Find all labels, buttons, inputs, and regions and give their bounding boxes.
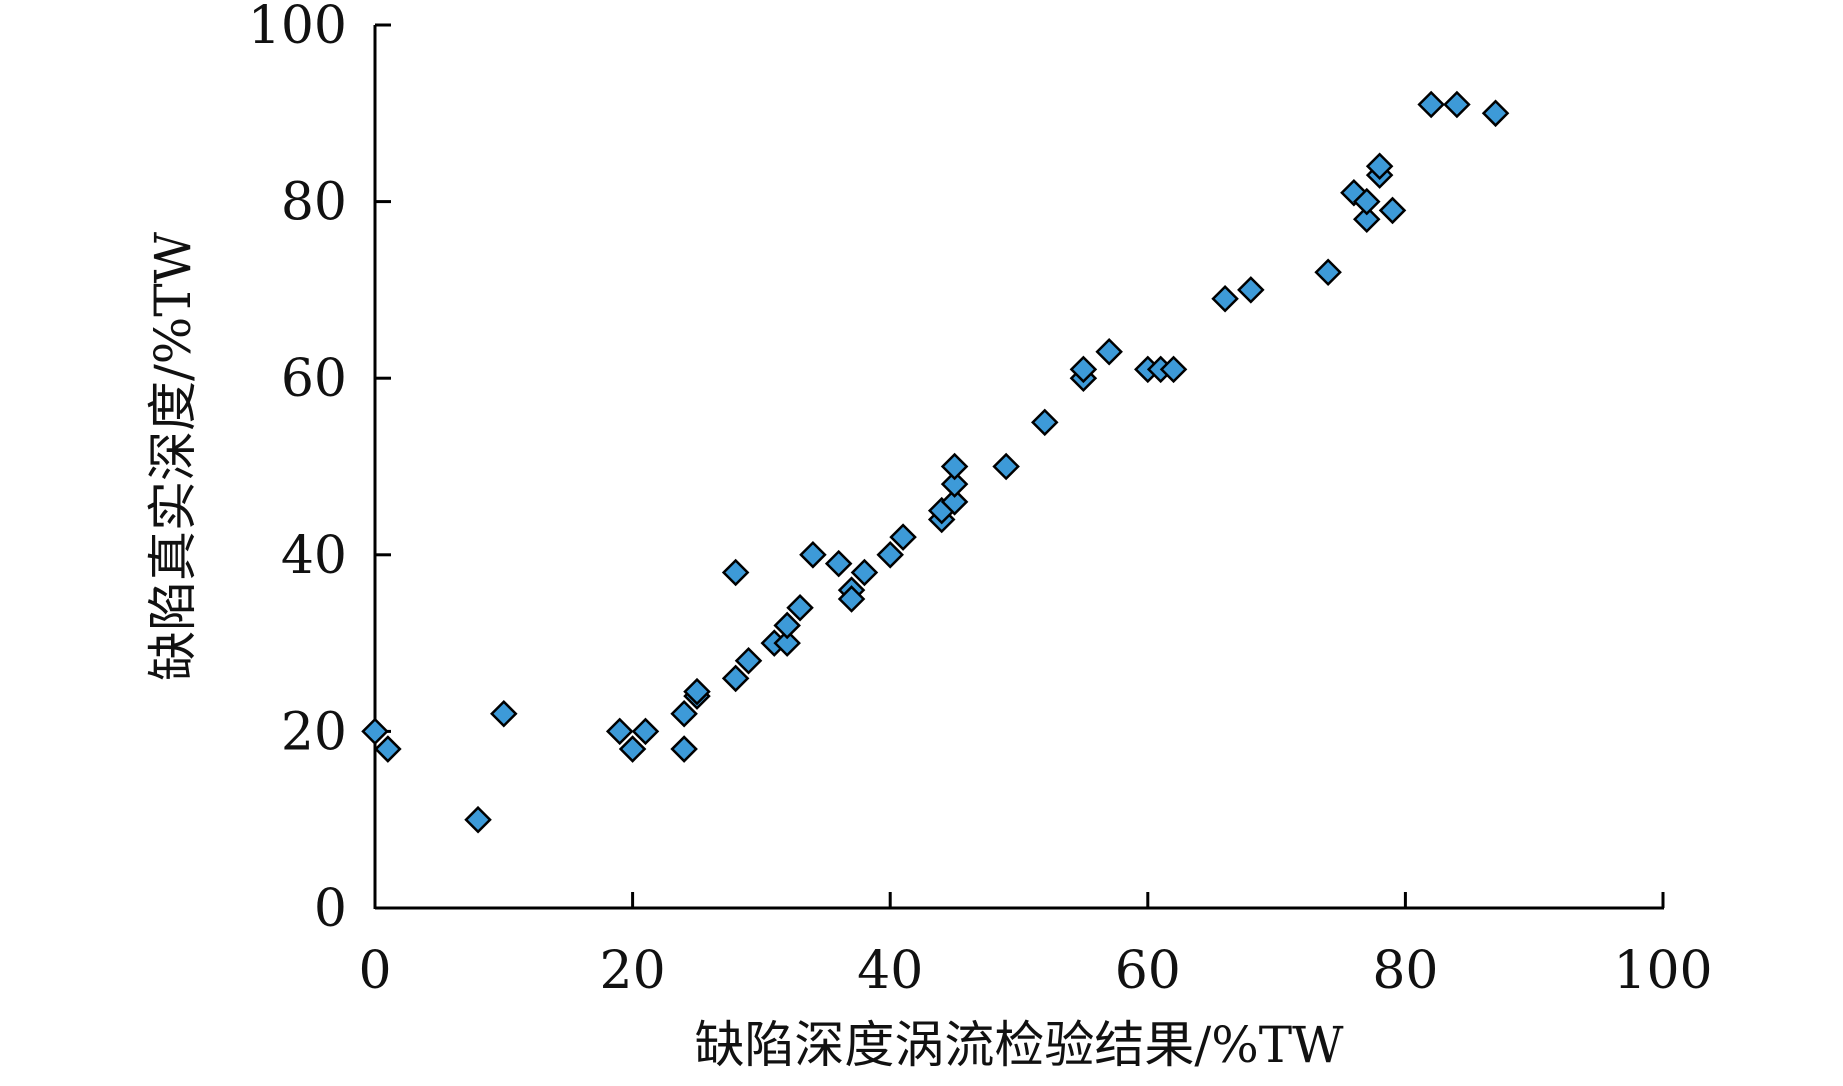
- data-point: [361, 717, 389, 746]
- data-point: [940, 470, 969, 498]
- x-tick-label: 20: [600, 941, 666, 1001]
- data-point: [374, 735, 402, 763]
- data-point: [734, 646, 763, 675]
- data-point: [721, 558, 750, 587]
- x-axis-title: 缺陷深度涡流检验结果/%TW: [694, 1016, 1344, 1074]
- data-point: [1417, 90, 1445, 119]
- data-point: [1352, 187, 1381, 216]
- x-tick-label: 60: [1115, 941, 1181, 1001]
- y-tick-label: 100: [248, 0, 347, 56]
- data-point: [1314, 258, 1342, 287]
- data-point: [1237, 276, 1265, 304]
- data-point: [773, 611, 801, 640]
- data-point: [1352, 205, 1381, 234]
- x-tick-label: 100: [1613, 941, 1712, 1001]
- data-point: [876, 541, 904, 569]
- x-tick-label: 80: [1372, 941, 1438, 1001]
- y-tick-label: 0: [314, 879, 347, 939]
- data-point: [670, 735, 698, 763]
- data-point: [837, 585, 866, 613]
- data-point: [721, 664, 750, 693]
- data-point: [670, 699, 698, 728]
- data-point: [1095, 337, 1123, 366]
- y-axis-title: 缺陷真实深度/%TW: [144, 231, 202, 681]
- x-tick-label: 0: [358, 941, 391, 1001]
- data-point: [1481, 99, 1510, 128]
- data-point: [1069, 355, 1098, 384]
- data-point: [1378, 196, 1407, 225]
- data-point: [850, 558, 879, 587]
- data-point: [799, 541, 827, 569]
- data-point: [786, 594, 814, 622]
- data-point: [1159, 355, 1188, 384]
- data-point: [631, 717, 660, 746]
- data-point: [618, 735, 647, 763]
- data-point: [605, 717, 634, 746]
- y-tick-label: 60: [281, 349, 347, 409]
- data-point: [889, 523, 917, 551]
- data-point: [683, 677, 711, 706]
- data-point: [1211, 284, 1239, 313]
- data-point: [1365, 152, 1394, 181]
- data-point: [940, 452, 969, 481]
- data-point: [464, 805, 492, 834]
- data-point: [490, 699, 518, 728]
- data-point: [1030, 408, 1059, 437]
- axes: 0 20 40 60 80 100 0 20 40 60 80 100: [248, 0, 1713, 1001]
- y-tick-label: 40: [281, 526, 347, 586]
- data-point: [1443, 90, 1471, 119]
- data-point: [773, 629, 801, 657]
- x-tick-label: 40: [857, 941, 923, 1001]
- data-point: [992, 452, 1020, 481]
- data-points: [361, 90, 1510, 834]
- y-tick-label: 80: [281, 173, 347, 233]
- data-point: [824, 549, 853, 578]
- data-point: [940, 488, 969, 516]
- y-tick-label: 20: [281, 702, 347, 762]
